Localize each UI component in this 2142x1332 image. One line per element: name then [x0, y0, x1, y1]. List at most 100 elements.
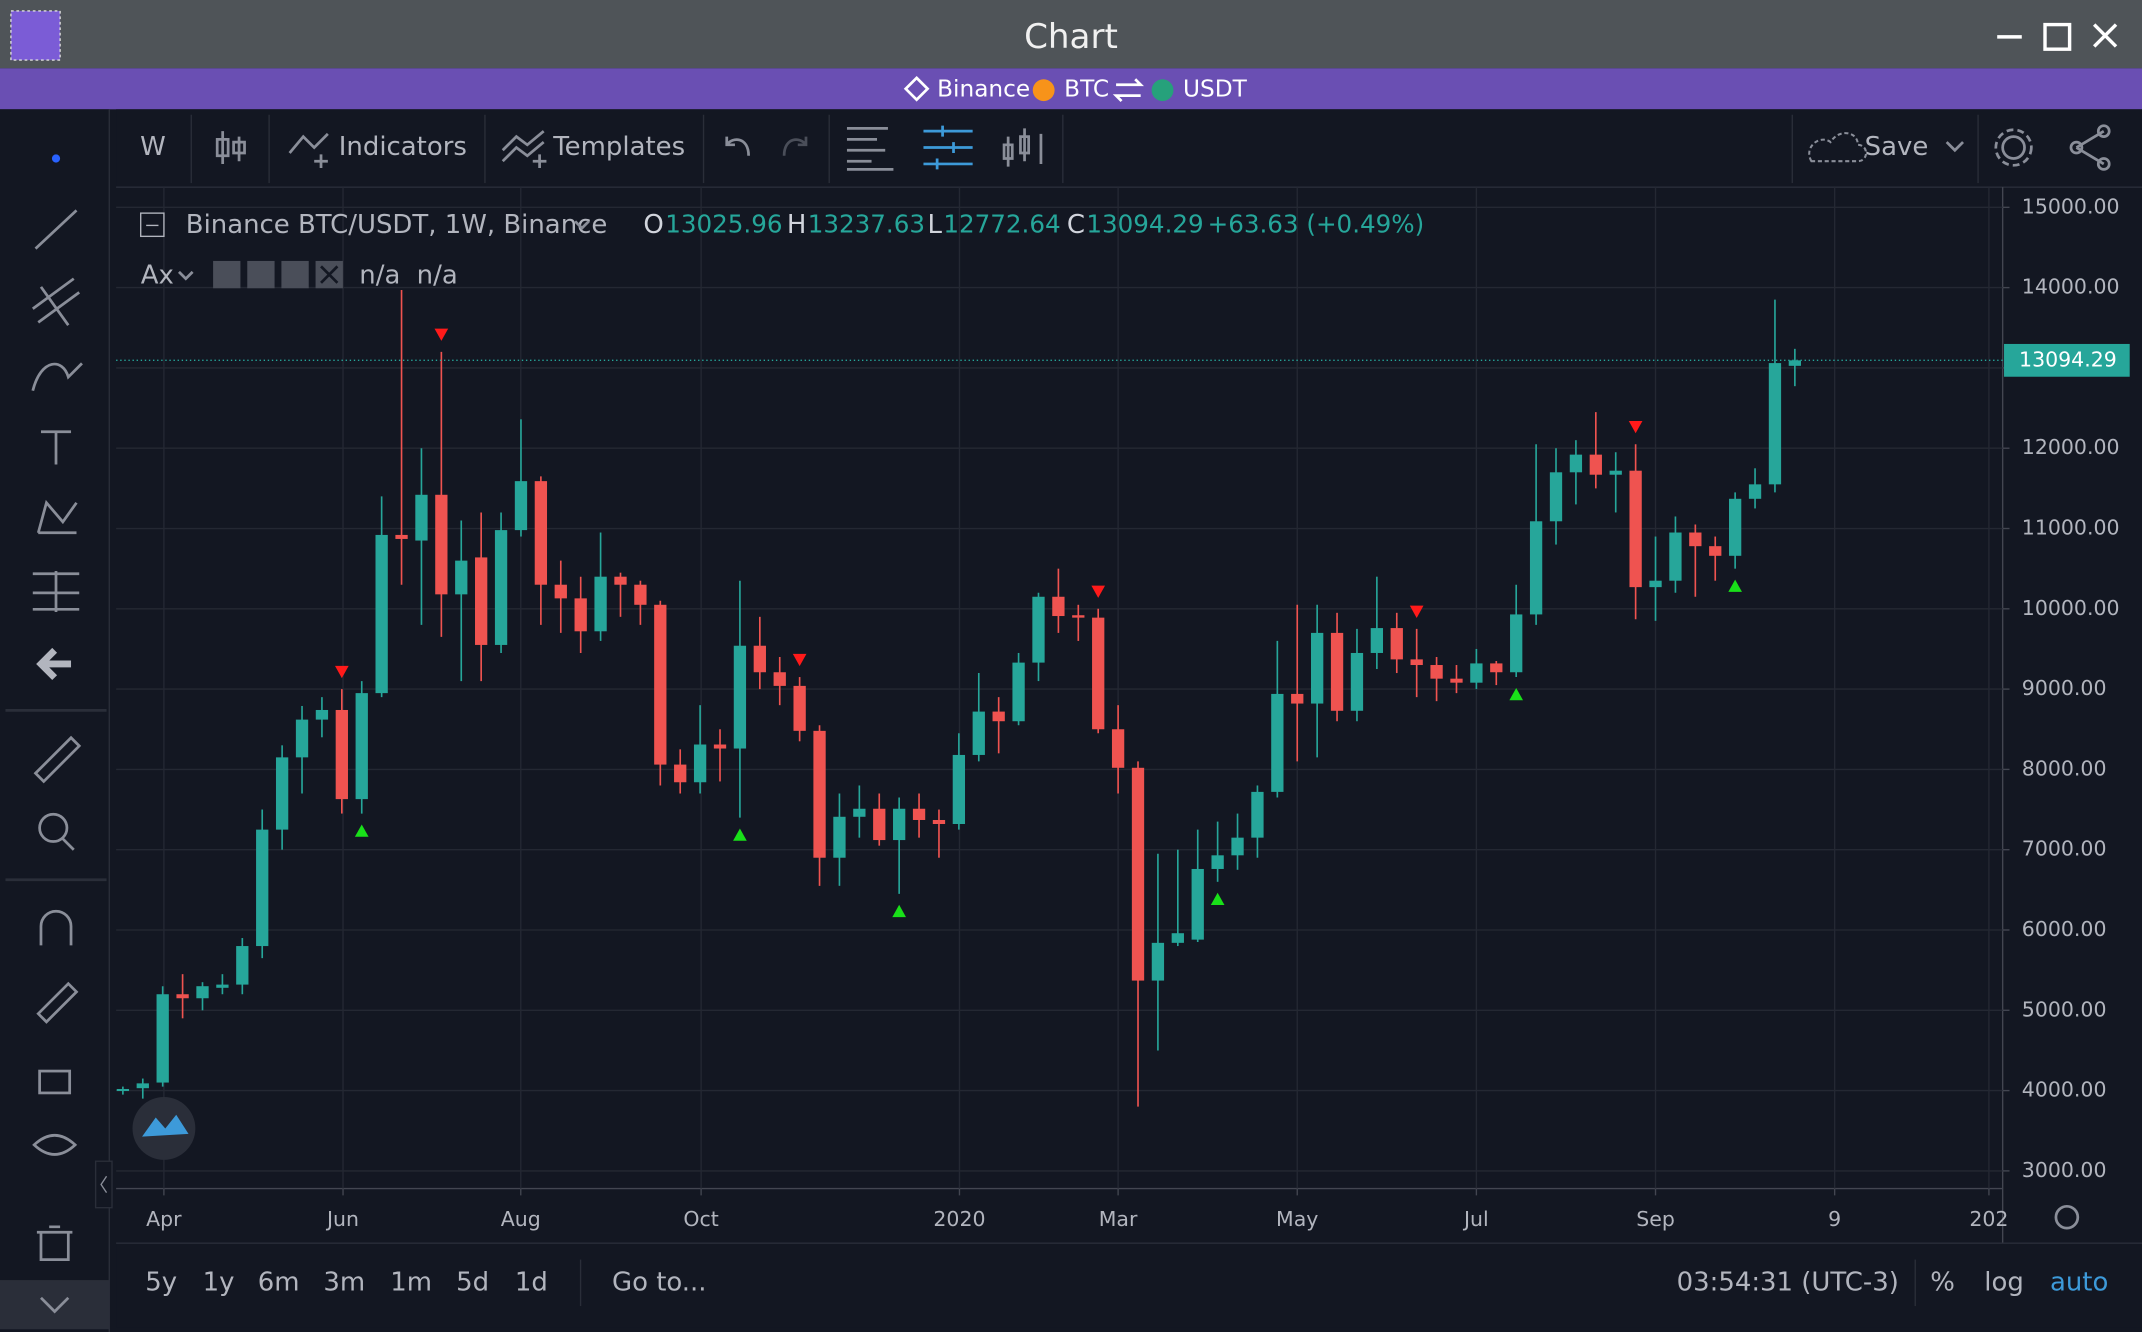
toolbar-separators [190, 114, 1979, 184]
chart-type-button[interactable] [215, 131, 246, 164]
quote-asset: USDT [1183, 76, 1248, 103]
compare-button[interactable] [923, 125, 973, 170]
candle-body [1709, 546, 1722, 556]
sell-signal [1091, 585, 1106, 598]
candle-body [1450, 678, 1463, 683]
candle-body [932, 819, 946, 825]
lock-tool[interactable] [38, 1069, 72, 1095]
symbol-menu[interactable] [574, 220, 590, 231]
drawing-tools [5, 154, 107, 1261]
x-tick-label: Jun [325, 1207, 359, 1231]
toolbar-expand[interactable] [0, 1280, 110, 1330]
candle-body [614, 576, 627, 585]
candle-body [1490, 663, 1503, 673]
ruler-tool[interactable] [33, 735, 82, 784]
candle-body [773, 672, 786, 686]
visibility-tool[interactable] [32, 1133, 78, 1156]
log-toggle[interactable]: log [1984, 1267, 2024, 1297]
close[interactable] [2092, 23, 2118, 48]
range-button[interactable]: 1y [203, 1267, 235, 1297]
ohlc-value: 13237.63 [808, 209, 925, 238]
panel-toggle[interactable] [94, 1160, 113, 1209]
ohlc-label: L [928, 210, 943, 240]
candle-body [733, 645, 747, 749]
candle-body [1291, 693, 1304, 704]
candle-body [116, 1088, 130, 1092]
candle-body [176, 994, 189, 999]
pattern-tool[interactable] [36, 499, 78, 535]
maximize[interactable] [2043, 22, 2072, 51]
delete-tool[interactable] [36, 1225, 73, 1261]
indicators-icon [288, 132, 329, 169]
indicator-menu[interactable] [177, 270, 194, 281]
candle-body [1549, 472, 1563, 522]
ohlc-label: O [643, 210, 663, 240]
share-node [2069, 140, 2084, 155]
left-toolbar [0, 109, 110, 1332]
candle-body [1510, 614, 1523, 673]
sell-signal [1628, 420, 1643, 434]
y-tick-label: 10000.00 [2022, 596, 2120, 620]
text-tool[interactable] [40, 430, 72, 465]
buy-signal [1509, 687, 1524, 701]
candle-body [355, 693, 368, 800]
buy-signal [1210, 892, 1225, 906]
zoom-tool[interactable] [38, 812, 69, 843]
cursor-tool[interactable] [51, 154, 61, 163]
x-tick-label: Mar [1099, 1207, 1138, 1231]
range-button[interactable]: 5y [145, 1267, 177, 1297]
candle-body [1151, 942, 1165, 981]
chevron [40, 1296, 70, 1314]
back-tool[interactable] [36, 647, 72, 681]
swap-icon[interactable] [1112, 78, 1144, 103]
y-tick-label: 15000.00 [2022, 194, 2120, 218]
collapse-button[interactable] [140, 212, 165, 238]
range-button[interactable]: 6m [258, 1267, 300, 1297]
indicator-buttons [213, 260, 343, 289]
range-button[interactable]: 3m [323, 1267, 365, 1297]
base-asset: BTC [1064, 76, 1109, 103]
indicators-button[interactable]: Indicators [339, 132, 467, 162]
settings-button[interactable] [2001, 135, 2026, 160]
redo[interactable] [782, 136, 808, 156]
save-menu[interactable] [1945, 141, 1965, 153]
percent-toggle[interactable]: % [1930, 1267, 1955, 1297]
candle-body [1669, 532, 1682, 581]
goto-button[interactable]: Go to... [612, 1267, 707, 1297]
settings-button[interactable] [281, 260, 309, 289]
symbol-title[interactable]: Binance BTC/USDT, 1W, Binance [186, 210, 608, 240]
layout-button[interactable] [846, 127, 894, 171]
templates-button[interactable]: Templates [552, 132, 685, 162]
magnet-tool[interactable] [39, 909, 73, 946]
candle-body [1012, 662, 1025, 722]
last-price-badge [2004, 343, 2130, 377]
auto-toggle[interactable]: auto [2050, 1267, 2108, 1297]
candle-body [335, 709, 348, 800]
x-tick-label: May [1276, 1207, 1318, 1231]
range-button[interactable]: 1m [390, 1267, 432, 1297]
line-tool[interactable] [34, 209, 78, 250]
axis-settings[interactable] [2054, 1204, 2080, 1230]
interval-button[interactable]: W [140, 132, 166, 162]
range-button[interactable]: 5d [456, 1267, 489, 1297]
candle-body [1470, 663, 1483, 683]
y-tick-label: 3000.00 [2022, 1158, 2107, 1182]
fib-tool[interactable] [31, 277, 81, 326]
source-button[interactable] [213, 260, 241, 289]
logo [142, 1114, 189, 1137]
replay-button[interactable] [1002, 128, 1043, 167]
lock-drawing-tool[interactable] [36, 981, 79, 1024]
brush-tool[interactable] [31, 362, 83, 392]
candle-body [475, 557, 488, 645]
undo[interactable] [725, 136, 750, 156]
range-button[interactable]: 1d [515, 1267, 548, 1297]
indicator-name[interactable]: Ax [141, 260, 174, 290]
candle-body [1689, 532, 1702, 547]
visibility-button[interactable] [247, 260, 275, 289]
app-icon[interactable] [10, 10, 61, 61]
forecast-tool[interactable] [32, 571, 80, 613]
candle-body [375, 534, 388, 694]
candle-body [435, 494, 448, 595]
save-button[interactable]: Save [1865, 132, 1929, 162]
candle-body [1271, 693, 1284, 792]
